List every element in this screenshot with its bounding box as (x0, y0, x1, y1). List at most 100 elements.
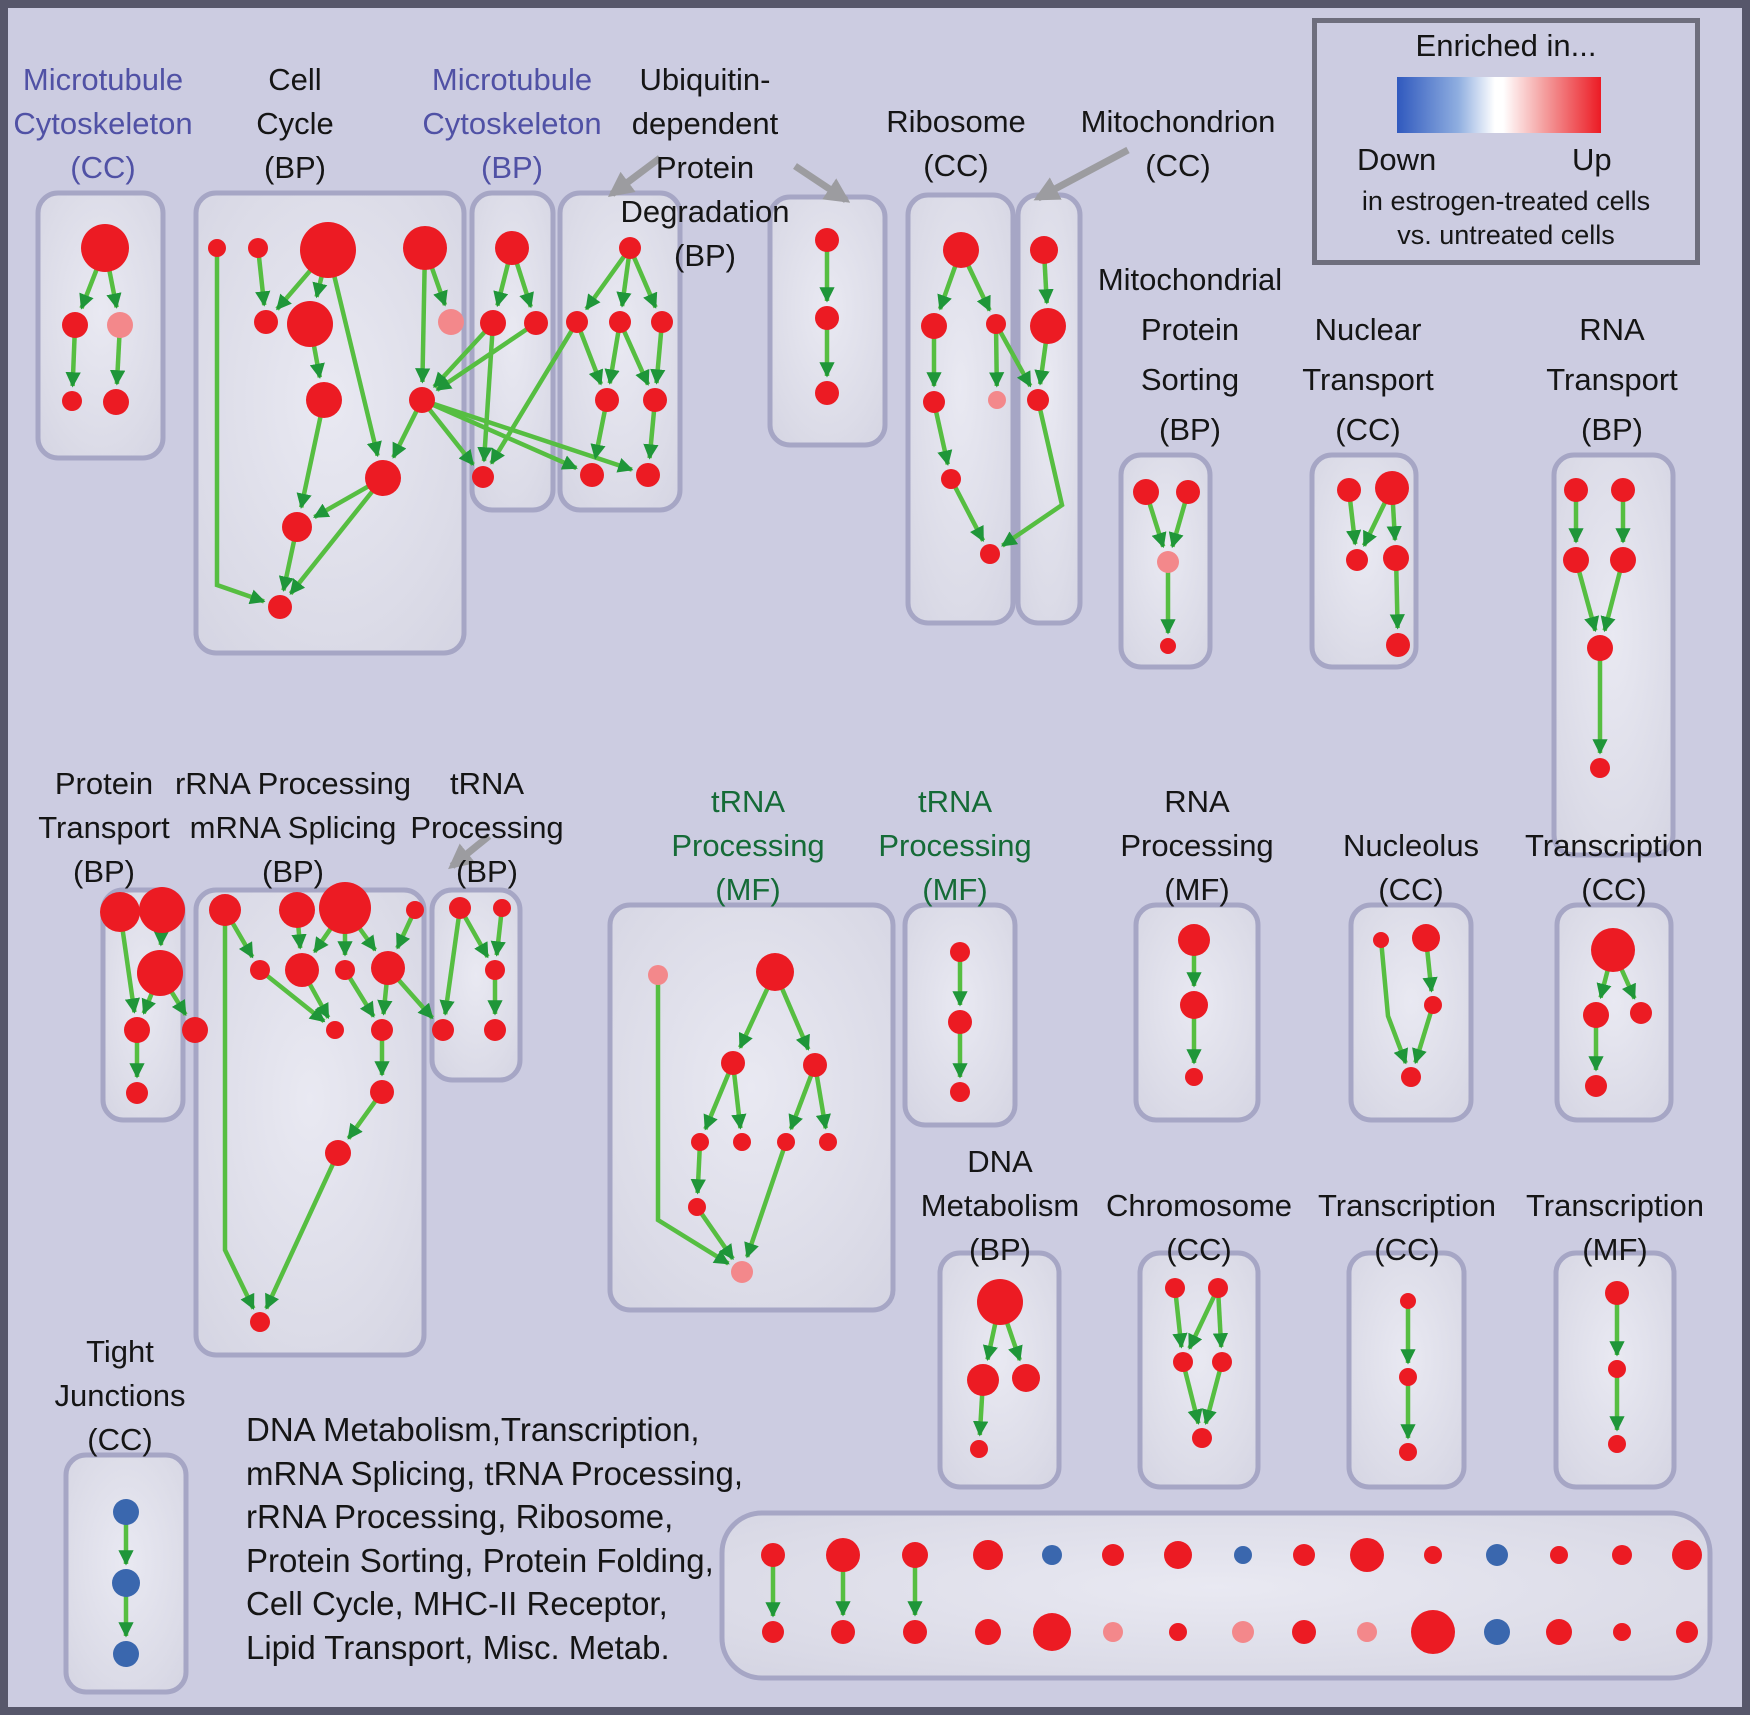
go-term-node-c6 (438, 309, 464, 335)
edge-r0-r1 (937, 264, 958, 311)
go-term-node-lt6 (1164, 1541, 1192, 1569)
go-term-node-f1 (1583, 1002, 1609, 1028)
go-term-node-lt4 (1042, 1545, 1062, 1565)
go-term-node-p3 (124, 1017, 150, 1043)
go-term-node-tr4 (484, 1019, 506, 1041)
go-term-node-d2 (1012, 1364, 1040, 1392)
group-box-rnat (1551, 452, 1676, 858)
edge-g7-g9 (377, 982, 393, 1016)
go-term-node-u2 (609, 311, 631, 333)
go-term-node-w0 (113, 1499, 139, 1525)
edge-u0-u1 (584, 253, 627, 311)
go-term-node-c7 (306, 382, 342, 418)
group-label-protein-transport-bp: Protein Transport (BP) (38, 766, 170, 889)
edge-f0-f2 (1619, 967, 1637, 1000)
edge-m2-c8 (435, 326, 529, 392)
go-term-node-c8 (409, 387, 435, 413)
go-term-node-c4 (254, 310, 278, 334)
edge-g0-g12 (222, 924, 256, 1310)
go-term-node-m2 (524, 311, 548, 335)
go-term-node-y1 (1399, 1368, 1417, 1386)
go-term-node-lb0 (762, 1621, 784, 1643)
edge-g2-g7 (357, 926, 378, 952)
go-term-node-p2 (137, 950, 183, 996)
go-term-node-r3 (923, 391, 945, 413)
group-box-cc (193, 190, 467, 656)
go-term-node-r6 (980, 544, 1000, 564)
go-term-node-q5 (1590, 758, 1610, 778)
edge-c3-c8 (415, 267, 431, 384)
edge-mt0-mt1 (1038, 261, 1054, 305)
go-term-node-lt13 (1612, 1545, 1632, 1565)
annotation-arrow-2 (1033, 146, 1130, 202)
go-term-node-u6 (580, 463, 604, 487)
edge-u0-u2 (616, 256, 632, 308)
group-label-trna-processing-mf-1: tRNA Processing (MF) (671, 784, 825, 907)
edge-c8-c9 (391, 408, 420, 459)
go-term-node-g10 (370, 1080, 394, 1104)
edge-c1-c4 (255, 255, 271, 307)
go-term-node-q0 (1564, 478, 1588, 502)
edge-tr0-tr3 (439, 916, 462, 1016)
edge-h2-h4 (703, 1071, 732, 1131)
go-term-node-h6 (777, 1133, 795, 1151)
go-term-node-c0 (208, 239, 226, 257)
go-term-node-s0 (1133, 479, 1159, 505)
go-term-node-ch1 (1208, 1278, 1228, 1298)
edge-u2-u4 (604, 330, 621, 385)
group-label-tight-junctions-cc: Tight Junctions (CC) (54, 1334, 186, 1457)
go-term-node-lt3 (973, 1540, 1003, 1570)
go-term-node-lt7 (1234, 1546, 1252, 1564)
edge-c8-u6 (431, 402, 578, 471)
group-box-tccmid (1554, 902, 1674, 1123)
go-term-node-r5 (941, 469, 961, 489)
edge-t3-t4 (1389, 568, 1405, 630)
go-term-node-tr0 (449, 897, 471, 919)
go-term-node-lt2 (902, 1542, 928, 1568)
edge-g11-g12 (264, 1162, 336, 1310)
go-term-node-h3 (803, 1053, 827, 1077)
edge-c10-c11 (278, 539, 297, 592)
legend-gradient-bar (1397, 77, 1601, 133)
go-term-node-g3 (406, 901, 424, 919)
go-term-node-a4 (103, 389, 129, 415)
edge-t0-t2 (1346, 499, 1362, 546)
go-term-node-j1 (1180, 991, 1208, 1019)
go-term-node-lb14 (1676, 1621, 1698, 1643)
go-term-node-h4 (691, 1133, 709, 1151)
edge-h3-h6 (788, 1073, 814, 1131)
go-term-node-lb1 (831, 1620, 855, 1644)
go-term-node-r1 (921, 313, 947, 339)
go-term-node-q3 (1610, 547, 1636, 573)
go-term-node-e2 (1424, 996, 1442, 1014)
go-term-node-g1 (279, 892, 315, 928)
go-term-node-g5 (285, 953, 319, 987)
edge-h1-h2 (738, 986, 770, 1049)
go-term-node-lt14 (1672, 1540, 1702, 1570)
edge-a1-a3 (65, 335, 81, 388)
go-term-node-lb2 (903, 1620, 927, 1644)
go-term-node-m1 (480, 310, 506, 336)
edge-r3-r5 (933, 410, 953, 466)
go-term-node-tr2 (485, 960, 505, 980)
go-term-node-ch0 (1165, 1278, 1185, 1298)
go-term-node-lt1 (826, 1538, 860, 1572)
edge-ch1-ch2 (1187, 1294, 1217, 1350)
go-term-node-t4 (1386, 633, 1410, 657)
go-term-node-h0 (648, 965, 668, 985)
group-label-mitochondrial-protein-sorting-bp: Mitochondrial Protein Sorting (BP) (1097, 262, 1283, 447)
go-term-node-lb11 (1484, 1619, 1510, 1645)
edge-c0-c11 (214, 255, 266, 605)
edge-tr0-tr2 (462, 914, 490, 959)
go-term-node-lt11 (1486, 1544, 1508, 1566)
go-term-node-d3 (970, 1440, 988, 1458)
go-term-node-c9 (365, 460, 401, 496)
go-term-node-u3 (651, 311, 673, 333)
edge-c9-c10 (313, 483, 371, 520)
go-term-node-r0 (943, 232, 979, 268)
go-term-node-u4 (595, 388, 619, 412)
group-label-rna-processing-mf: RNA Processing (MF) (1120, 784, 1274, 907)
go-term-node-lb7 (1232, 1621, 1254, 1643)
go-term-node-j0 (1178, 924, 1210, 956)
go-term-node-a2 (107, 312, 133, 338)
